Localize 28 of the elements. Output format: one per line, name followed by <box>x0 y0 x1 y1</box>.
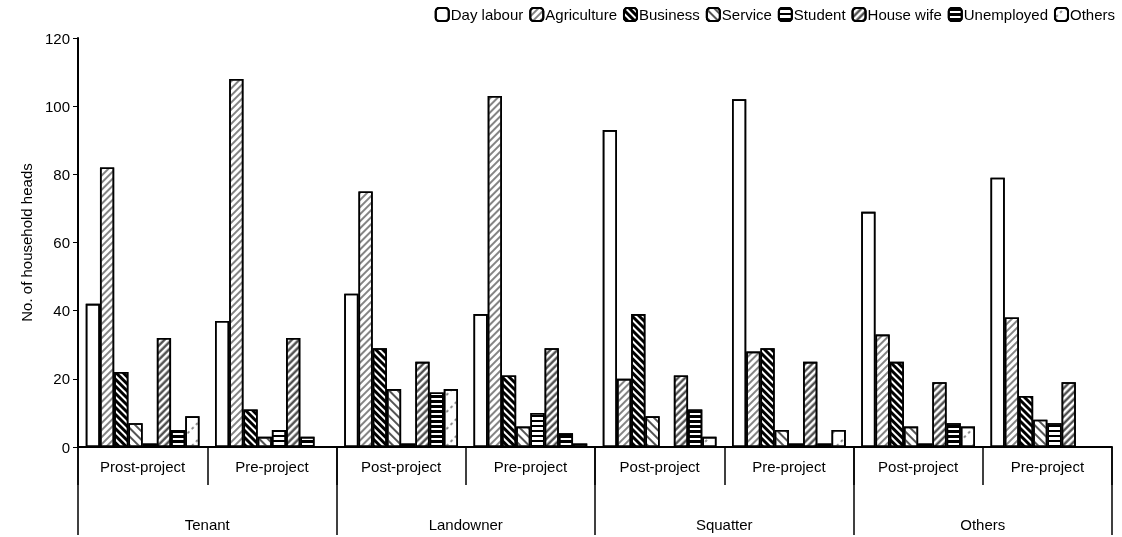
legend-label: Agriculture <box>545 6 617 23</box>
x-tick-label: Pre-project <box>235 458 310 475</box>
y-tick-label: 60 <box>53 234 70 251</box>
x-tick-label: Post-project <box>878 458 959 475</box>
legend-label: House wife <box>867 6 942 23</box>
y-tick-label: 100 <box>44 97 70 115</box>
y-tick-label: 120 <box>44 29 70 47</box>
x-tick-label: Post-project <box>619 458 701 475</box>
text: Others <box>960 516 1006 533</box>
legend-label: Others <box>1069 6 1115 23</box>
y-axis-title: No. of household heads <box>18 163 35 322</box>
x-tick-label: Pre-project <box>1010 458 1085 475</box>
text: Squatter <box>695 516 753 533</box>
legend-label: Business <box>638 6 700 23</box>
x-tick-label: Pre-project <box>493 458 568 475</box>
legend-label: Unemployed <box>963 6 1048 23</box>
x-tick-label: Post-project <box>361 458 442 475</box>
x-tick-label: Pre-project <box>752 458 827 475</box>
y-tick-label: 0 <box>61 438 70 456</box>
y-tick-label: 40 <box>53 302 70 320</box>
y-tick-label: 80 <box>53 165 70 183</box>
y-tick-label: 20 <box>53 370 70 388</box>
x-tick-label: Prost-project <box>100 458 186 475</box>
legend-label: Service <box>721 6 772 23</box>
legend-label: Student <box>793 6 847 23</box>
text: Landowner <box>428 516 503 533</box>
legend-label: Day labour <box>450 6 524 23</box>
text: Tenant <box>184 516 231 533</box>
